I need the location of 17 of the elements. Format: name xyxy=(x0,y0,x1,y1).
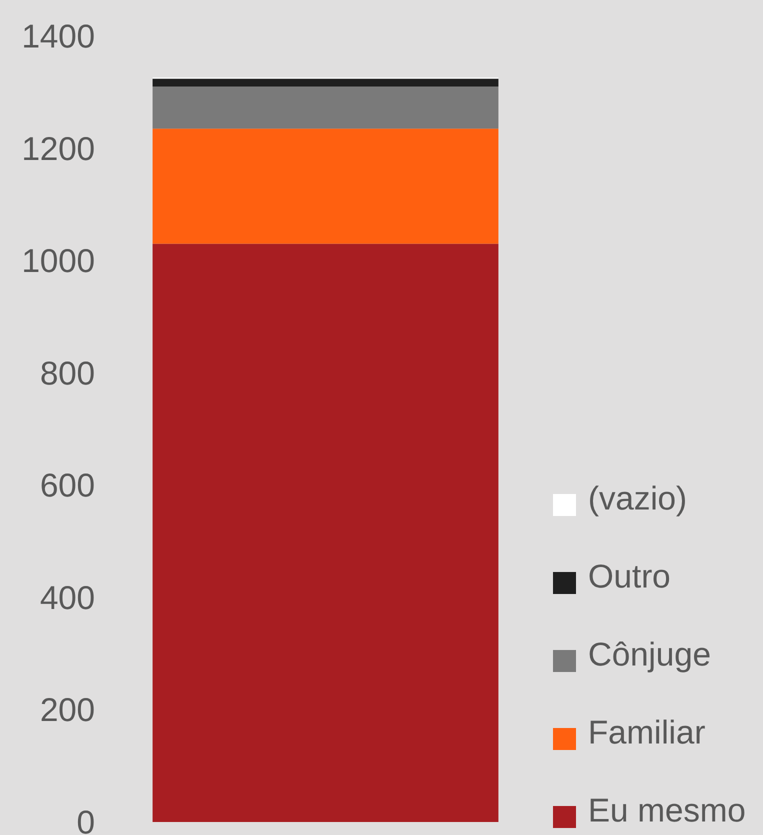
legend-label: (vazio) xyxy=(588,480,688,516)
y-tick-label: 400 xyxy=(40,578,95,616)
bar xyxy=(152,86,498,129)
bar xyxy=(152,78,498,87)
legend-label: Familiar xyxy=(588,714,706,750)
y-tick-label: 1400 xyxy=(22,18,95,54)
y-tick-label: 1200 xyxy=(22,130,95,167)
legend-label: Cônjuge xyxy=(588,636,711,672)
bar xyxy=(152,128,498,244)
y-tick-label: 1000 xyxy=(22,242,95,280)
y-tick-label: 200 xyxy=(40,691,95,728)
legend-label: Outro xyxy=(588,558,671,594)
bar xyxy=(152,244,498,822)
y-tick-label: 600 xyxy=(40,466,95,504)
legend-label: Eu mesmo xyxy=(588,792,746,828)
y-tick-label: 0 xyxy=(76,804,95,835)
y-tick-label: 800 xyxy=(40,354,95,392)
